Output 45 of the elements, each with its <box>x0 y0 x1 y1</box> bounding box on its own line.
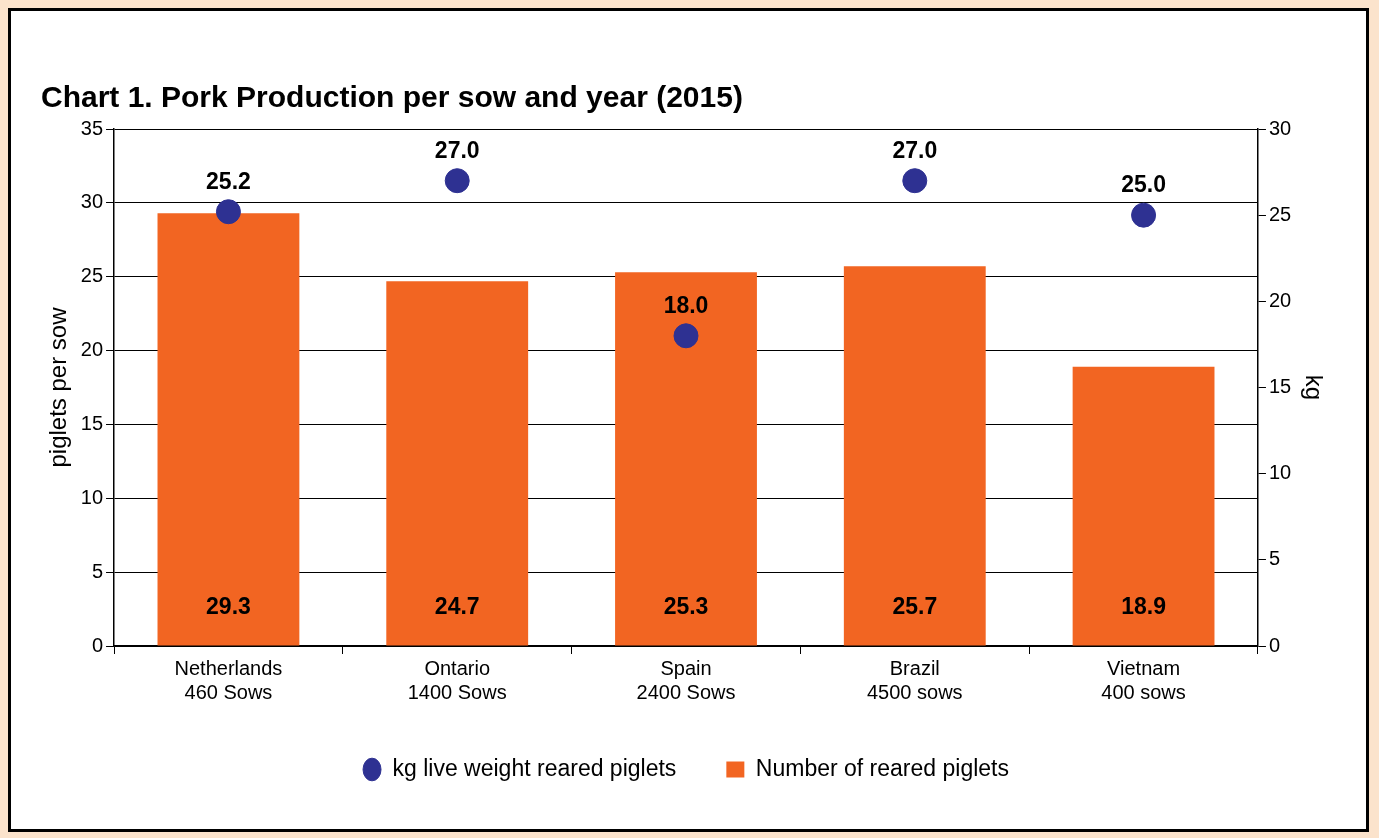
data-label: 27.0 <box>434 136 480 163</box>
y2-axis-title: kg <box>1300 374 1328 401</box>
y2-tick-label: 25 <box>1268 202 1292 225</box>
y2-tick-label: 15 <box>1268 375 1292 398</box>
y-tick-label: 20 <box>80 338 104 361</box>
y-tick-label: 15 <box>80 411 104 434</box>
data-label: 25.2 <box>206 167 251 194</box>
data-label: 24.7 <box>434 593 480 620</box>
bar <box>615 272 757 646</box>
y-tick-label: 25 <box>80 264 104 287</box>
y-tick-label: 5 <box>91 559 104 582</box>
x-tick-label: Brazil 4500 sows <box>866 656 963 703</box>
bar <box>1072 366 1215 646</box>
point <box>1131 202 1157 228</box>
bar <box>843 266 986 646</box>
bar <box>157 213 300 646</box>
data-label: 18.9 <box>1121 593 1166 620</box>
legend-label: kg live weight reared piglets <box>392 754 677 781</box>
y-tick-label: 0 <box>91 633 104 656</box>
y-tick-label: 30 <box>80 190 104 213</box>
data-label: 25.3 <box>663 593 709 620</box>
data-label: 27.0 <box>892 136 938 163</box>
y-tick-label: 10 <box>80 485 104 508</box>
y2-tick-label: 30 <box>1268 116 1292 139</box>
point <box>673 323 699 349</box>
y-tick-label: 35 <box>80 116 104 139</box>
data-label: 25.7 <box>892 593 938 620</box>
point <box>902 168 928 194</box>
y-axis-title: piglets per sow <box>44 306 72 468</box>
x-tick-label: Netherlands 460 Sows <box>174 656 283 703</box>
y2-tick-label: 5 <box>1268 547 1281 570</box>
legend-label: Number of reared piglets <box>755 754 1009 781</box>
point <box>215 199 241 225</box>
y2-tick-label: 0 <box>1268 633 1281 656</box>
x-tick-label: Ontario 1400 Sows <box>407 656 507 703</box>
bar <box>386 281 529 646</box>
data-label: 25.0 <box>1121 171 1166 198</box>
x-tick-label: Spain 2400 Sows <box>636 656 736 703</box>
point <box>444 168 470 194</box>
data-label: 29.3 <box>206 593 251 620</box>
data-label: 18.0 <box>663 291 709 318</box>
y2-tick-label: 20 <box>1268 288 1292 311</box>
chart-title: Chart 1. Pork Production per sow and year (2015) <box>41 80 743 114</box>
x-tick-label: Vietnam 400 sows <box>1101 656 1186 703</box>
y2-tick-label: 10 <box>1268 461 1292 484</box>
